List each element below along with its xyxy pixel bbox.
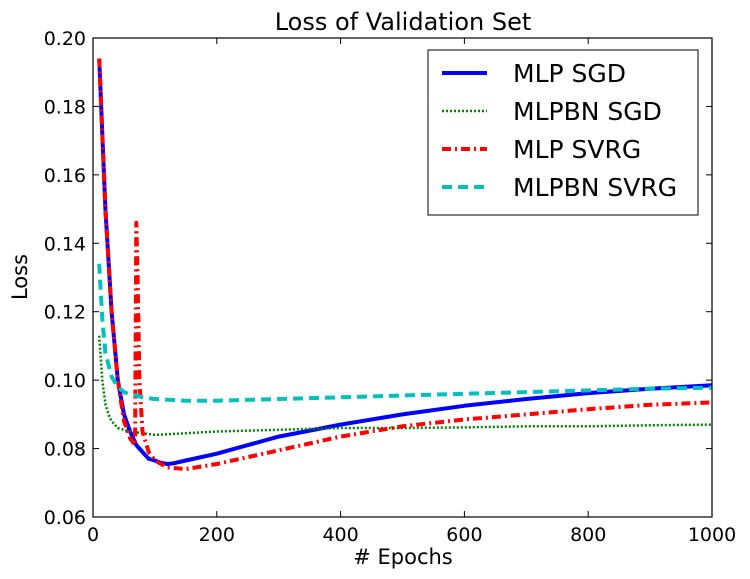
y-tick-label: 0.08: [44, 439, 86, 461]
x-axis-label: # Epochs: [353, 545, 453, 569]
y-tick-label: 0.16: [44, 165, 86, 187]
plot-frame: [92, 37, 713, 518]
y-tick-label: 0.18: [44, 96, 86, 118]
legend: MLP SGD MLPBN SGD MLP SVRG MLPBN SVRG: [427, 49, 699, 216]
chart-title: Loss of Validation Set: [275, 8, 532, 36]
y-axis-label: Loss: [8, 254, 32, 300]
series-line-0: [97, 58, 713, 466]
y-tick-label: 0.12: [44, 302, 86, 324]
y-tick-label: 0.20: [44, 28, 86, 50]
x-tick-label: 1000: [688, 524, 736, 546]
x-tick-label: 400: [322, 524, 358, 546]
legend-label: MLPBN SGD: [513, 97, 662, 126]
x-tick-label: 0: [87, 524, 99, 546]
y-tick-label: 0.14: [44, 233, 86, 255]
y-tick-label: 0.06: [44, 507, 86, 529]
plot-lines: [97, 58, 713, 472]
x-axis: 0 200 400 600 800 1000: [87, 38, 736, 546]
x-tick-label: 600: [446, 524, 482, 546]
legend-label: MLPBN SVRG: [513, 173, 677, 202]
y-tick-label: 0.10: [44, 370, 86, 392]
y-axis: 0.06 0.08 0.10 0.12 0.14 0.16 0.18 0.20: [44, 28, 712, 529]
x-tick-label: 800: [570, 524, 606, 546]
series-line-1: [97, 335, 713, 437]
series-line-3: [97, 263, 713, 403]
x-tick-label: 200: [199, 524, 235, 546]
legend-box: [427, 49, 699, 216]
legend-label: MLP SGD: [513, 59, 626, 88]
series-line-2: [97, 58, 713, 472]
legend-label: MLP SVRG: [513, 135, 641, 164]
